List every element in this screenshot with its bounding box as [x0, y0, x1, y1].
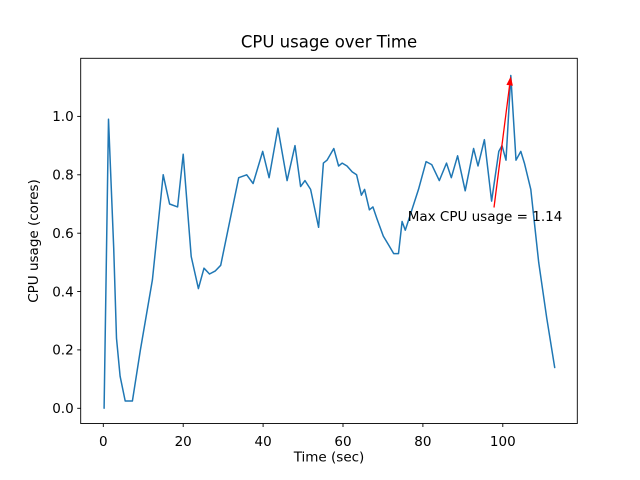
max-annotation-text: Max CPU usage = 1.14	[408, 209, 563, 225]
x-tick-label: 100	[490, 434, 516, 450]
cpu-usage-line	[103, 74, 556, 410]
annotation-arrow-head	[506, 76, 513, 86]
y-tick-label: 0.6	[52, 226, 73, 242]
x-tick-label: 0	[99, 434, 108, 450]
y-tick-label: 0.4	[52, 284, 73, 300]
annotation-arrow-line	[493, 85, 511, 208]
chart-title: CPU usage over Time	[241, 33, 417, 52]
x-axis-label: Time (sec)	[293, 450, 365, 466]
series-group	[103, 74, 556, 410]
y-tick-label: 1.0	[52, 109, 73, 125]
y-tick-label: 0.8	[52, 168, 73, 184]
x-axis-ticks: 0 20 40 60 80 100	[99, 423, 516, 450]
plot-area	[80, 57, 578, 424]
y-axis-ticks: 0.0 0.2 0.4 0.6 0.8 1.0	[52, 109, 81, 417]
y-axis-label: CPU usage (cores)	[26, 179, 42, 303]
y-tick-label: 0.2	[52, 343, 73, 359]
y-tick-label: 0.0	[52, 401, 73, 417]
x-tick-label: 60	[334, 434, 351, 450]
max-annotation-arrow	[493, 76, 513, 208]
x-tick-label: 80	[414, 434, 431, 450]
x-tick-label: 20	[175, 434, 192, 450]
x-tick-label: 40	[255, 434, 272, 450]
